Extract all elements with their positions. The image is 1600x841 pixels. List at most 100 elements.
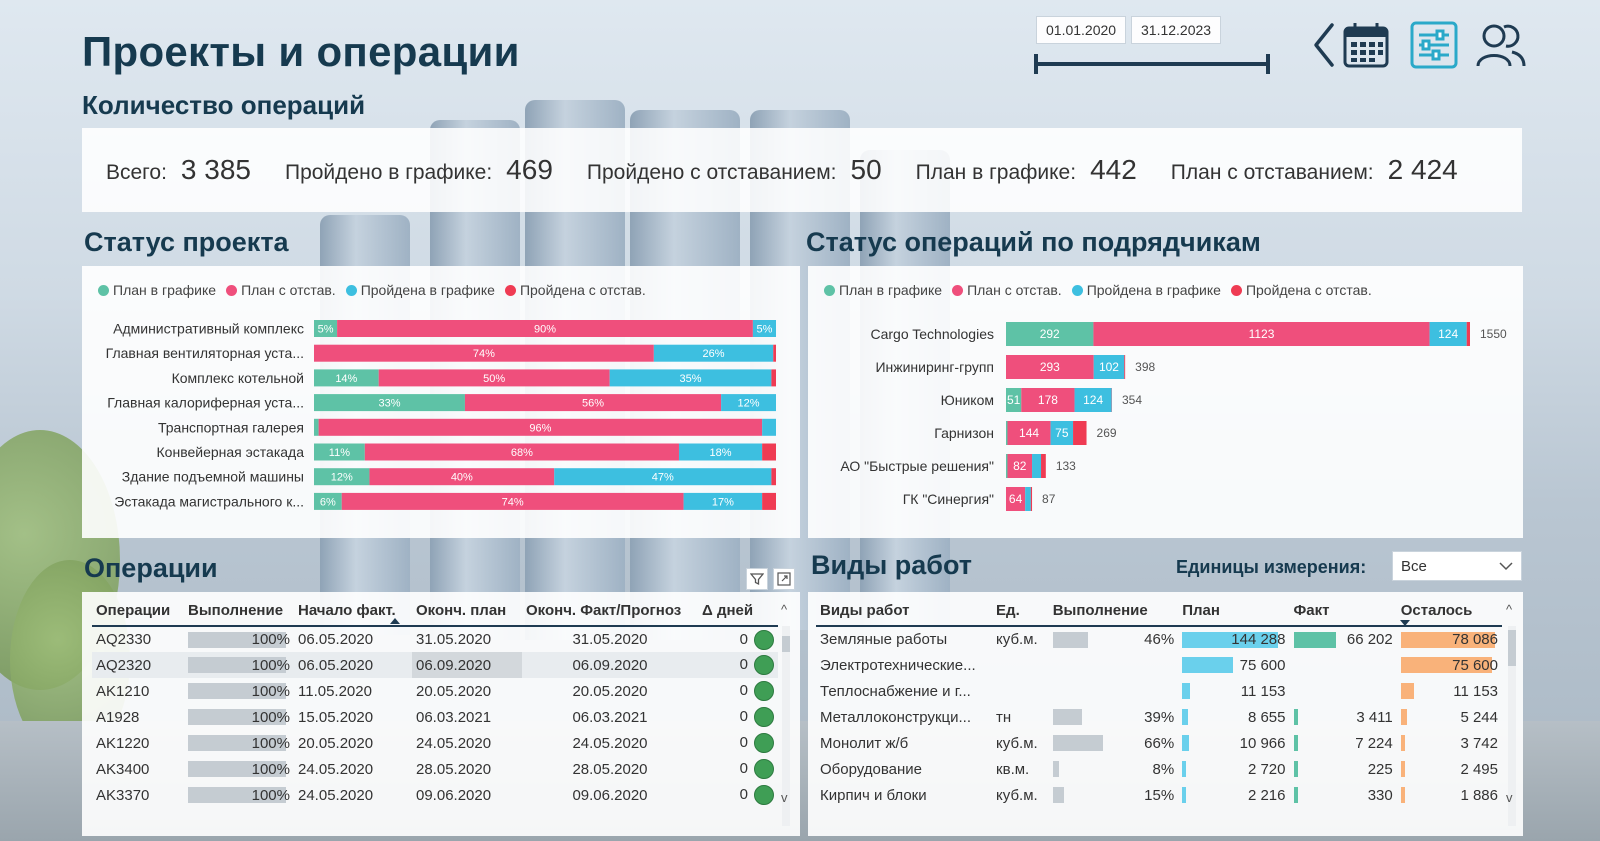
col-header[interactable]: Выполнение <box>1052 602 1148 619</box>
table-row[interactable]: Оборудование кв.м. 8% 2 720 225 2 495 <box>816 756 1502 782</box>
legend-item[interactable]: План в графике <box>98 282 216 298</box>
bar-segment[interactable] <box>369 468 555 486</box>
users-icon[interactable] <box>1474 18 1528 72</box>
bar-segment[interactable] <box>1093 322 1430 346</box>
bar-segment[interactable] <box>1429 322 1467 346</box>
date-slider-handle-end[interactable] <box>1266 54 1270 74</box>
bar-segment[interactable] <box>762 492 776 510</box>
bar-segment[interactable] <box>771 468 776 486</box>
bar-segment[interactable] <box>364 443 679 461</box>
legend-item[interactable]: Пройдена в графике <box>1071 282 1221 298</box>
col-header[interactable]: Оконч. Факт/Прогноз <box>526 602 682 619</box>
bar-segment[interactable] <box>554 468 772 486</box>
calendar-icon[interactable] <box>1339 18 1393 72</box>
bar-segment[interactable] <box>721 394 776 412</box>
bar-segment[interactable] <box>771 369 776 387</box>
bar-segment[interactable] <box>653 344 774 362</box>
table-row[interactable]: A1928 100% 15.05.2020 06.03.2021 06.03.2021 0 <box>92 704 778 730</box>
col-header[interactable]: Операции <box>96 602 171 619</box>
scroll-down-icon[interactable]: v <box>1506 790 1513 805</box>
table-row[interactable]: AQ2330 100% 06.05.2020 31.05.2020 31.05.2020… <box>92 626 778 652</box>
bar-segment[interactable] <box>314 468 370 486</box>
bar-segment[interactable] <box>1006 454 1008 478</box>
bar-segment[interactable] <box>464 394 722 412</box>
bar-segment[interactable] <box>1466 322 1470 346</box>
bar-segment[interactable] <box>1050 421 1074 445</box>
bar-segment[interactable] <box>314 369 379 387</box>
bar-segment[interactable] <box>678 443 763 461</box>
bar-segment[interactable] <box>1032 454 1042 478</box>
bar-segment[interactable] <box>337 320 753 337</box>
col-header[interactable]: Ед. <box>996 602 1020 619</box>
table-row[interactable]: Земляные работы куб.м. 46% 144 288 66 202 78 … <box>816 626 1502 652</box>
bar-segment[interactable] <box>378 369 610 387</box>
table-row[interactable]: Металлоконструкци... тн 39% 8 655 3 411 5 244 <box>816 704 1502 730</box>
legend-item[interactable]: Пройдена с отстав. <box>1230 282 1372 298</box>
filter-settings-icon[interactable] <box>1407 18 1461 72</box>
bar-segment[interactable] <box>1041 454 1046 478</box>
bar-segment[interactable] <box>1030 487 1033 511</box>
table-row[interactable]: AQ2320 100% 06.05.2020 06.09.2020 06.09.2020… <box>92 652 778 678</box>
legend-item[interactable]: План в графике <box>824 282 942 298</box>
col-header-sorted[interactable]: Начало факт. <box>298 602 396 619</box>
scrollbar[interactable] <box>1508 626 1516 826</box>
bar-segment[interactable] <box>314 344 654 362</box>
bar-segment[interactable] <box>1006 355 1094 379</box>
legend-item[interactable]: Пройдена в графике <box>345 282 495 298</box>
bar-segment[interactable] <box>773 344 776 362</box>
bar-segment[interactable] <box>318 418 763 436</box>
bar-segment[interactable] <box>1007 421 1051 445</box>
table-row[interactable]: Монолит ж/б куб.м. 66% 10 966 7 224 3 742 <box>816 730 1502 756</box>
legend-item[interactable]: План с отстав. <box>952 282 1062 298</box>
filter-icon[interactable] <box>746 568 768 590</box>
bar-segment[interactable] <box>1021 388 1075 412</box>
bar-segment[interactable] <box>341 492 684 510</box>
scrollbar[interactable] <box>782 626 790 826</box>
scroll-up-icon[interactable]: ^ <box>781 602 788 617</box>
bar-segment[interactable] <box>1124 355 1126 379</box>
bar-segment[interactable] <box>609 369 772 387</box>
table-row[interactable]: AK3370 100% 24.05.2020 09.06.2020 09.06.2020… <box>92 782 778 808</box>
col-header[interactable]: Оконч. план <box>416 602 507 619</box>
table-row[interactable]: AK1210 100% 11.05.2020 20.05.2020 20.05.2020… <box>92 678 778 704</box>
legend-item[interactable]: Пройдена с отстав. <box>504 282 646 298</box>
bar-segment[interactable] <box>314 394 465 412</box>
bar-segment[interactable] <box>314 492 342 510</box>
date-start-input[interactable]: 01.01.2020 <box>1036 16 1127 44</box>
bar-segment[interactable] <box>1006 421 1008 445</box>
bar-segment[interactable] <box>1006 487 1026 511</box>
legend-item[interactable]: План с отстав. <box>226 282 336 298</box>
scroll-down-icon[interactable]: v <box>781 790 788 805</box>
bar-segment[interactable] <box>1006 322 1094 346</box>
col-header[interactable]: Δ дней <box>702 602 754 619</box>
bar-segment[interactable] <box>1093 355 1125 379</box>
table-row[interactable]: Электротехнические... 75 600 75 600 <box>816 652 1502 678</box>
bar-segment[interactable] <box>683 492 763 510</box>
bar-segment[interactable] <box>1025 487 1031 511</box>
bar-segment[interactable] <box>1074 388 1112 412</box>
bar-segment[interactable] <box>1073 421 1087 445</box>
col-header[interactable]: Виды работ <box>820 602 910 619</box>
date-end-input[interactable]: 31.12.2023 <box>1131 16 1222 44</box>
bar-segment[interactable] <box>314 443 365 461</box>
col-header[interactable]: План <box>1182 602 1220 619</box>
table-row[interactable]: Теплоснабжение и г... 11 153 11 153 <box>816 678 1502 704</box>
date-range-slider[interactable] <box>1034 62 1270 66</box>
col-header[interactable]: Выполнение <box>188 602 284 619</box>
table-row[interactable]: AK3400 100% 24.05.2020 28.05.2020 28.05.2020… <box>92 756 778 782</box>
bar-segment[interactable] <box>762 443 776 461</box>
table-row[interactable]: Кирпич и блоки куб.м. 15% 2 216 330 1 886 <box>816 782 1502 808</box>
col-header-sorted[interactable]: Осталось <box>1400 602 1473 619</box>
bar-segment[interactable] <box>1006 388 1022 412</box>
focus-mode-icon[interactable] <box>773 568 795 590</box>
bar-segment[interactable] <box>762 418 776 436</box>
table-row[interactable]: AK1220 100% 20.05.2020 24.05.2020 24.05.2020… <box>92 730 778 756</box>
bar-segment[interactable] <box>752 320 776 337</box>
chevron-left-icon[interactable] <box>1296 18 1350 72</box>
units-select[interactable]: Все <box>1392 551 1522 581</box>
bar-segment[interactable] <box>314 320 338 337</box>
date-slider-handle-start[interactable] <box>1034 54 1038 74</box>
bar-segment[interactable] <box>314 418 319 436</box>
scroll-up-icon[interactable]: ^ <box>1506 602 1513 617</box>
bar-segment[interactable] <box>1007 454 1033 478</box>
